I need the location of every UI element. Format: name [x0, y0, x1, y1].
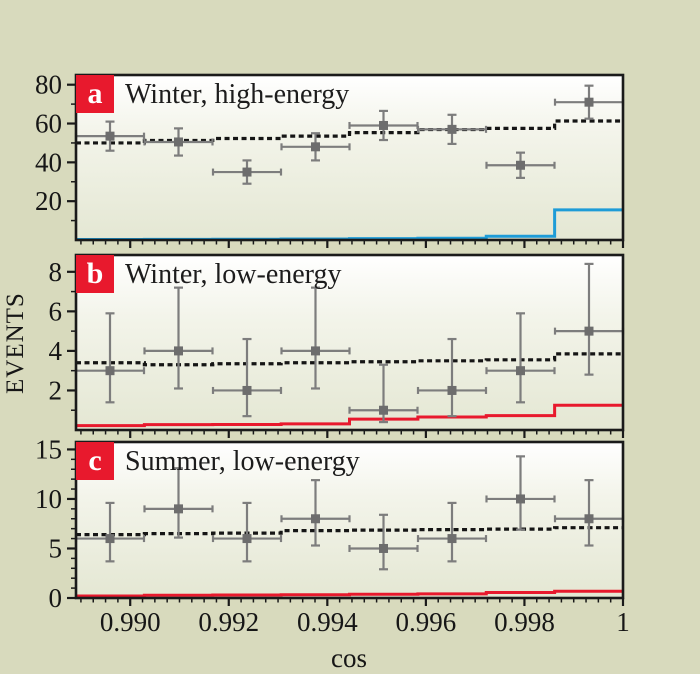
x-tick-label: 1 — [616, 607, 630, 637]
y-tick-label: 4 — [49, 336, 63, 366]
panel-b-data-point — [74, 312, 146, 404]
panel-c-title: Summer, low-energy — [125, 446, 360, 477]
panel-b-data-point — [211, 337, 283, 418]
panel-b-data-point — [553, 262, 625, 376]
y-tick-label: 60 — [35, 109, 62, 139]
y-tick-label: 10 — [35, 484, 62, 514]
y-tick-label: 40 — [35, 147, 62, 177]
panel-a-plot: 20 40 60 80 — [35, 70, 625, 248]
panel-c-data-point — [553, 479, 625, 547]
panel-c-data-point — [348, 513, 419, 571]
y-tick-label: 6 — [49, 296, 63, 326]
panel-a-data-point — [211, 159, 283, 185]
x-tick-label: 0.990 — [100, 607, 161, 637]
panel-b-title: Winter, low-energy — [125, 259, 342, 290]
y-tick-label: 80 — [35, 70, 62, 100]
panel-b-badge: b — [76, 255, 114, 293]
panel-b-signal-histogram — [76, 403, 623, 428]
panel-a-title: Winter, high-energy — [125, 79, 350, 110]
panel-c-badge: c — [76, 442, 114, 480]
panel-a-data-point — [553, 84, 625, 120]
panel-b-data-point — [280, 286, 351, 390]
panel-b-data-point — [416, 337, 488, 418]
panel-a-data-point — [280, 132, 351, 162]
panel-c-data-point — [143, 467, 214, 539]
panel-b-data-point — [485, 312, 556, 404]
y-tick-label: 5 — [49, 533, 63, 563]
y-axis-title: EVENTS — [2, 292, 29, 394]
y-tick-label: 0 — [49, 583, 63, 613]
y-tick-label: 20 — [35, 186, 62, 216]
panel-b-data-point — [143, 286, 214, 390]
x-tick-label: 0.996 — [396, 607, 457, 637]
panel-a-data-point — [348, 109, 419, 142]
x-axis-title: cos — [331, 643, 367, 673]
panel-c-data-point — [211, 501, 283, 563]
panel-a-data-point — [143, 127, 214, 157]
panel-c-data-point — [280, 479, 351, 547]
x-tick-label: 0.992 — [198, 607, 259, 637]
panel-c-data-point — [485, 455, 556, 531]
panel-a-data-point — [74, 120, 146, 152]
panel-a-badge: a — [76, 75, 114, 113]
panel-a-data-point — [416, 113, 488, 146]
panel-b-data-point — [348, 363, 419, 424]
x-tick-label: 0.994 — [297, 607, 358, 637]
panel-a-data-point — [485, 151, 556, 179]
y-tick-label: 15 — [35, 434, 62, 464]
panel-b-plot: 2 4 6 8 — [49, 253, 625, 438]
y-tick-label: 2 — [49, 375, 63, 405]
panel-c-signal-histogram — [76, 589, 623, 598]
x-tick-label: 0.998 — [494, 607, 555, 637]
y-tick-label: 8 — [49, 257, 63, 287]
panel-c-data-point — [416, 501, 488, 563]
